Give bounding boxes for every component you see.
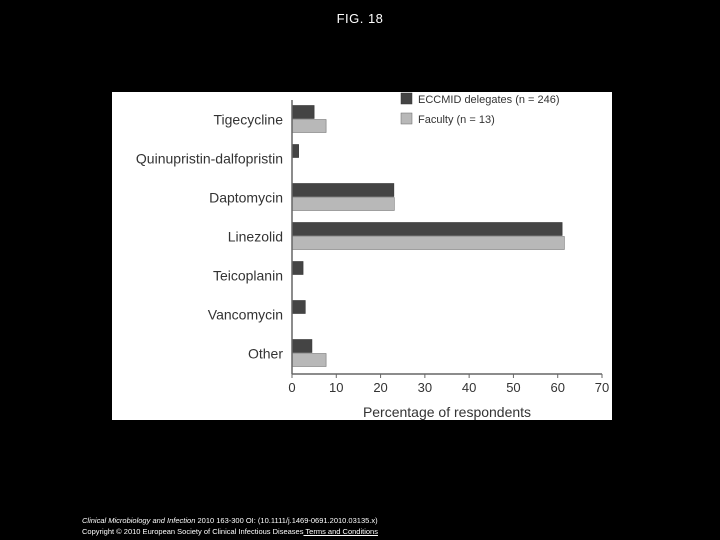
legend-label-faculty: Faculty (n = 13)	[418, 114, 495, 126]
bar-tigecycline-delegates	[291, 105, 315, 119]
legend-swatch-delegates	[400, 92, 413, 105]
ticks-layer: 0 10 20 30 40 50 60 70	[288, 374, 609, 395]
category-label-tigecycline: Tigecycline	[213, 112, 283, 128]
bars-layer	[291, 105, 565, 367]
copyright-text: Copyright © 2010 European Society of Cli…	[82, 527, 304, 536]
copyright-line: Copyright © 2010 European Society of Cli…	[82, 526, 378, 537]
labels-layer: Tigecycline Quinupristin-dalfopristin Dapt…	[136, 112, 283, 362]
x-axis-title: Percentage of respondents	[363, 404, 531, 420]
bar-chart: 0 10 20 30 40 50 60 70 Tigecycline Quinupristin-…	[136, 92, 609, 420]
category-label-vancomycin: Vancomycin	[208, 307, 283, 323]
bar-teicoplanin-delegates	[291, 261, 304, 275]
x-tick-label-0: 0	[288, 380, 295, 395]
category-label-daptomycin: Daptomycin	[209, 190, 283, 206]
x-tick-label-50: 50	[506, 380, 520, 395]
x-tick-label-70: 70	[595, 380, 609, 395]
slide-title: FIG. 18	[336, 11, 384, 26]
citation-text: 2010 163-300 OI: (10.1111/j.1469-0691.20…	[195, 516, 378, 525]
bar-linezolid-delegates	[291, 222, 563, 236]
bar-other-delegates	[291, 339, 313, 353]
citation-footer: Clinical Microbiology and Infection 2010…	[82, 515, 378, 537]
category-label-other: Other	[248, 346, 283, 362]
bar-linezolid-faculty	[291, 236, 565, 250]
category-label-quinupristin-dalfopristin: Quinupristin-dalfopristin	[136, 151, 283, 167]
x-tick-label-30: 30	[418, 380, 432, 395]
x-tick-label-10: 10	[329, 380, 343, 395]
terms-link[interactable]: Terms and Conditions	[303, 527, 378, 536]
journal-name: Clinical Microbiology and Infection	[82, 516, 196, 525]
citation-line: Clinical Microbiology and Infection 2010…	[82, 515, 378, 526]
category-label-teicoplanin: Teicoplanin	[213, 268, 283, 284]
bar-daptomycin-delegates	[291, 183, 395, 197]
x-tick-label-40: 40	[462, 380, 476, 395]
category-label-linezolid: Linezolid	[228, 229, 283, 245]
legend-swatch-faculty	[400, 112, 413, 125]
legend-label-delegates: ECCMID delegates (n = 246)	[418, 94, 560, 106]
x-tick-label-60: 60	[550, 380, 564, 395]
bar-other-faculty	[291, 353, 327, 367]
bar-tigecycline-faculty	[291, 119, 327, 133]
x-tick-label-20: 20	[373, 380, 387, 395]
bar-quinupristin-dalfopristin-delegates	[291, 144, 299, 158]
legend: ECCMID delegates (n = 246) Faculty (n = …	[400, 92, 560, 126]
bar-daptomycin-faculty	[291, 197, 395, 211]
figure-panel: 0 10 20 30 40 50 60 70 Tigecycline Quinupristin-…	[112, 92, 612, 420]
bar-vancomycin-delegates	[291, 300, 306, 314]
